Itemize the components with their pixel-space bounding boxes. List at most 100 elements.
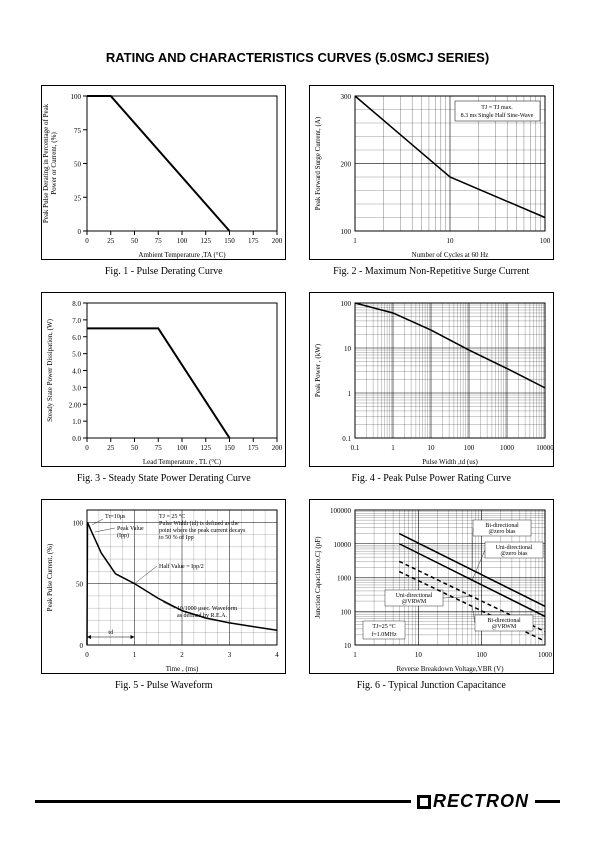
fig5-chart: 01234050100Tr=10μsPeak Value(Ipp)TJ = 25… — [41, 499, 286, 674]
svg-text:Time , (ms): Time , (ms) — [166, 665, 199, 673]
svg-text:100: 100 — [177, 237, 188, 245]
svg-text:10: 10 — [427, 444, 435, 452]
svg-text:10: 10 — [446, 237, 454, 245]
fig1-cell: 0 25 50 75 100 125 150 175 200 0 25 50 75 100 Ambient … — [35, 85, 293, 277]
fig4-cell: 0.11101001000100000.1110100Pulse Width ,… — [303, 292, 561, 484]
brand-logo: RECTRON — [411, 791, 535, 812]
svg-text:Peak Pulse Current, (%): Peak Pulse Current, (%) — [46, 543, 54, 611]
svg-text:1000: 1000 — [538, 651, 553, 659]
svg-text:1000: 1000 — [337, 575, 352, 583]
svg-text:0: 0 — [78, 228, 82, 236]
svg-text:150: 150 — [225, 237, 236, 245]
fig6-caption: Fig. 6 - Typical Junction Capacitance — [357, 680, 506, 691]
svg-text:50: 50 — [131, 237, 139, 245]
svg-text:50: 50 — [131, 444, 139, 452]
svg-text:Peak Forward Surge Current, (A: Peak Forward Surge Current, (A) — [314, 116, 322, 210]
svg-text:10000: 10000 — [333, 541, 351, 549]
fig2-chart: 100200300110100TJ = TJ max.8.3 ms Single… — [309, 85, 554, 260]
svg-text:Lead Temperature , TL (°C): Lead Temperature , TL (°C) — [143, 458, 222, 466]
svg-text:Ambient Temperature ,TA (°C): Ambient Temperature ,TA (°C) — [139, 251, 227, 259]
svg-text:100: 100 — [464, 444, 475, 452]
svg-text:td: td — [109, 630, 114, 636]
svg-text:50: 50 — [74, 161, 82, 169]
fig4-caption: Fig. 4 - Peak Pulse Power Rating Curve — [352, 473, 511, 484]
svg-text:Reverse Breakdown Voltage,VBR: Reverse Breakdown Voltage,VBR (V) — [396, 665, 504, 673]
fig1-caption: Fig. 1 - Pulse Derating Curve — [105, 266, 223, 277]
svg-text:Half Value = Ipp/2: Half Value = Ipp/2 — [159, 563, 204, 570]
svg-text:0.0: 0.0 — [73, 435, 82, 443]
brand-icon — [417, 795, 431, 809]
fig2-caption: Fig. 2 - Maximum Non-Repetitive Surge Cu… — [333, 266, 529, 277]
svg-text:1: 1 — [353, 237, 357, 245]
svg-text:@zero bias: @zero bias — [500, 551, 528, 557]
fig3-caption: Fig. 3 - Steady State Power Derating Cur… — [77, 473, 251, 484]
svg-text:100: 100 — [340, 300, 351, 308]
svg-text:Junction Capacitance,Cj (pF): Junction Capacitance,Cj (pF) — [314, 536, 322, 619]
page-title: RATING AND CHARACTERISTICS CURVES (5.0SM… — [35, 50, 560, 65]
footer: RECTRON — [35, 791, 560, 812]
svg-text:@VRWM: @VRWM — [401, 599, 426, 605]
svg-text:25: 25 — [74, 194, 82, 202]
fig1-chart: 0 25 50 75 100 125 150 175 200 0 25 50 75 100 Ambient … — [41, 85, 286, 260]
svg-text:TJ=25 °C: TJ=25 °C — [372, 623, 395, 630]
fig5-cell: 01234050100Tr=10μsPeak Value(Ipp)TJ = 25… — [35, 499, 293, 691]
svg-text:100000: 100000 — [330, 507, 352, 515]
svg-text:300: 300 — [340, 93, 351, 101]
svg-text:3.0: 3.0 — [73, 384, 82, 392]
svg-text:3: 3 — [228, 651, 232, 659]
svg-text:0.1: 0.1 — [342, 435, 351, 443]
svg-text:100: 100 — [71, 93, 82, 101]
svg-text:125: 125 — [201, 237, 212, 245]
svg-text:100: 100 — [73, 519, 84, 527]
svg-text:f=1.0MHz: f=1.0MHz — [371, 631, 397, 638]
svg-text:Peak Pulse Derating in Percent: Peak Pulse Derating in Percentage of Pea… — [42, 103, 58, 223]
svg-text:125: 125 — [201, 444, 212, 452]
fig3-cell: 02550751001251501752000.01.02.003.04.05.… — [35, 292, 293, 484]
svg-text:1: 1 — [347, 390, 351, 398]
fig2-cell: 100200300110100TJ = TJ max.8.3 ms Single… — [303, 85, 561, 277]
svg-text:50: 50 — [76, 581, 84, 589]
svg-text:200: 200 — [272, 237, 283, 245]
svg-text:100: 100 — [340, 228, 351, 236]
svg-text:2.00: 2.00 — [69, 401, 82, 409]
svg-text:0: 0 — [80, 642, 84, 650]
svg-text:6.0: 6.0 — [73, 334, 82, 342]
svg-text:25: 25 — [108, 444, 116, 452]
svg-text:Steady State Power Dissipation: Steady State Power Dissipation, (W) — [46, 318, 54, 422]
svg-text:1: 1 — [353, 651, 357, 659]
svg-text:100: 100 — [340, 608, 351, 616]
svg-text:75: 75 — [74, 127, 82, 135]
footer-rule-right — [535, 800, 560, 803]
svg-text:100: 100 — [476, 651, 487, 659]
fig3-chart: 02550751001251501752000.01.02.003.04.05.… — [41, 292, 286, 467]
svg-text:0.1: 0.1 — [350, 444, 359, 452]
svg-text:7.0: 7.0 — [73, 317, 82, 325]
svg-text:1.0: 1.0 — [73, 418, 82, 426]
svg-text:175: 175 — [248, 237, 259, 245]
svg-text:2: 2 — [181, 651, 185, 659]
svg-text:10: 10 — [415, 651, 423, 659]
svg-text:TJ = TJ max.: TJ = TJ max. — [481, 105, 513, 111]
svg-text:5.0: 5.0 — [73, 351, 82, 359]
svg-text:1: 1 — [391, 444, 395, 452]
svg-text:Number of Cycles at 60 Hz: Number of Cycles at 60 Hz — [411, 251, 488, 259]
svg-text:Pulse Width ,td (us): Pulse Width ,td (us) — [422, 458, 478, 466]
svg-text:Tr=10μs: Tr=10μs — [105, 514, 126, 520]
svg-text:4: 4 — [276, 651, 280, 659]
svg-text:75: 75 — [155, 237, 163, 245]
svg-text:0: 0 — [86, 651, 90, 659]
svg-text:175: 175 — [248, 444, 259, 452]
svg-text:0: 0 — [86, 237, 90, 245]
footer-rule-left — [35, 800, 411, 803]
svg-text:1000: 1000 — [500, 444, 515, 452]
svg-text:10: 10 — [344, 642, 352, 650]
brand-text: RECTRON — [433, 791, 529, 812]
svg-text:75: 75 — [155, 444, 163, 452]
fig6-cell: 110100100010100100010000100000Bi-directi… — [303, 499, 561, 691]
svg-text:10: 10 — [344, 345, 352, 353]
svg-text:8.0: 8.0 — [73, 300, 82, 308]
svg-text:0: 0 — [86, 444, 90, 452]
svg-text:200: 200 — [272, 444, 283, 452]
svg-text:25: 25 — [108, 237, 116, 245]
svg-text:@zero bias: @zero bias — [488, 529, 516, 535]
